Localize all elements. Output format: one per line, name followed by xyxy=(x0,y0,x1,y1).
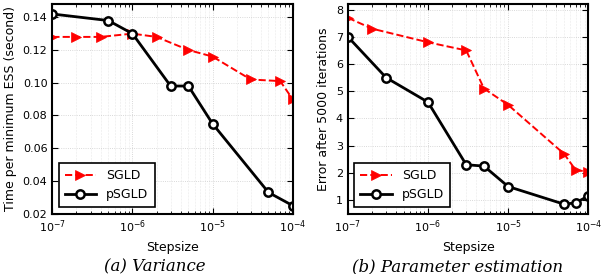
Legend: SGLD, pSGLD: SGLD, pSGLD xyxy=(354,163,450,207)
Line: SGLD: SGLD xyxy=(47,29,298,104)
SGLD xyxy=(424,41,431,44)
pSGLD xyxy=(129,32,136,35)
SGLD xyxy=(462,49,470,52)
Text: (b) Parameter estimation: (b) Parameter estimation xyxy=(352,258,563,274)
pSGLD xyxy=(572,201,579,204)
SGLD xyxy=(504,103,511,107)
SGLD xyxy=(153,35,160,39)
pSGLD xyxy=(481,164,488,168)
SGLD xyxy=(129,32,136,35)
Legend: SGLD, pSGLD: SGLD, pSGLD xyxy=(59,163,155,207)
SGLD xyxy=(185,48,192,52)
pSGLD xyxy=(424,101,431,104)
SGLD xyxy=(73,35,80,39)
SGLD xyxy=(572,169,579,172)
SGLD xyxy=(561,152,568,155)
pSGLD xyxy=(48,12,56,16)
Y-axis label: Error after 5000 iterations: Error after 5000 iterations xyxy=(318,27,330,191)
pSGLD xyxy=(167,84,175,88)
Line: pSGLD: pSGLD xyxy=(344,33,592,208)
pSGLD xyxy=(209,122,216,125)
SGLD xyxy=(481,87,488,90)
Text: (a) Variance: (a) Variance xyxy=(104,258,205,274)
Line: SGLD: SGLD xyxy=(343,13,593,176)
SGLD xyxy=(344,16,351,19)
Y-axis label: Time per minimum ESS (second): Time per minimum ESS (second) xyxy=(4,7,17,212)
pSGLD xyxy=(289,204,296,207)
SGLD xyxy=(368,27,376,30)
SGLD xyxy=(97,35,104,39)
pSGLD xyxy=(185,84,192,88)
SGLD xyxy=(276,79,284,83)
pSGLD xyxy=(462,163,470,166)
X-axis label: Stepsize: Stepsize xyxy=(146,241,199,254)
SGLD xyxy=(585,170,592,173)
SGLD xyxy=(209,55,216,58)
pSGLD xyxy=(265,191,272,194)
Line: pSGLD: pSGLD xyxy=(48,10,297,210)
pSGLD xyxy=(504,185,511,188)
SGLD xyxy=(48,35,56,39)
SGLD xyxy=(247,78,255,81)
pSGLD xyxy=(561,202,568,206)
pSGLD xyxy=(585,194,592,198)
pSGLD xyxy=(382,76,390,79)
X-axis label: Stepsize: Stepsize xyxy=(442,241,494,254)
pSGLD xyxy=(105,19,112,22)
SGLD xyxy=(289,98,296,101)
pSGLD xyxy=(344,35,351,38)
